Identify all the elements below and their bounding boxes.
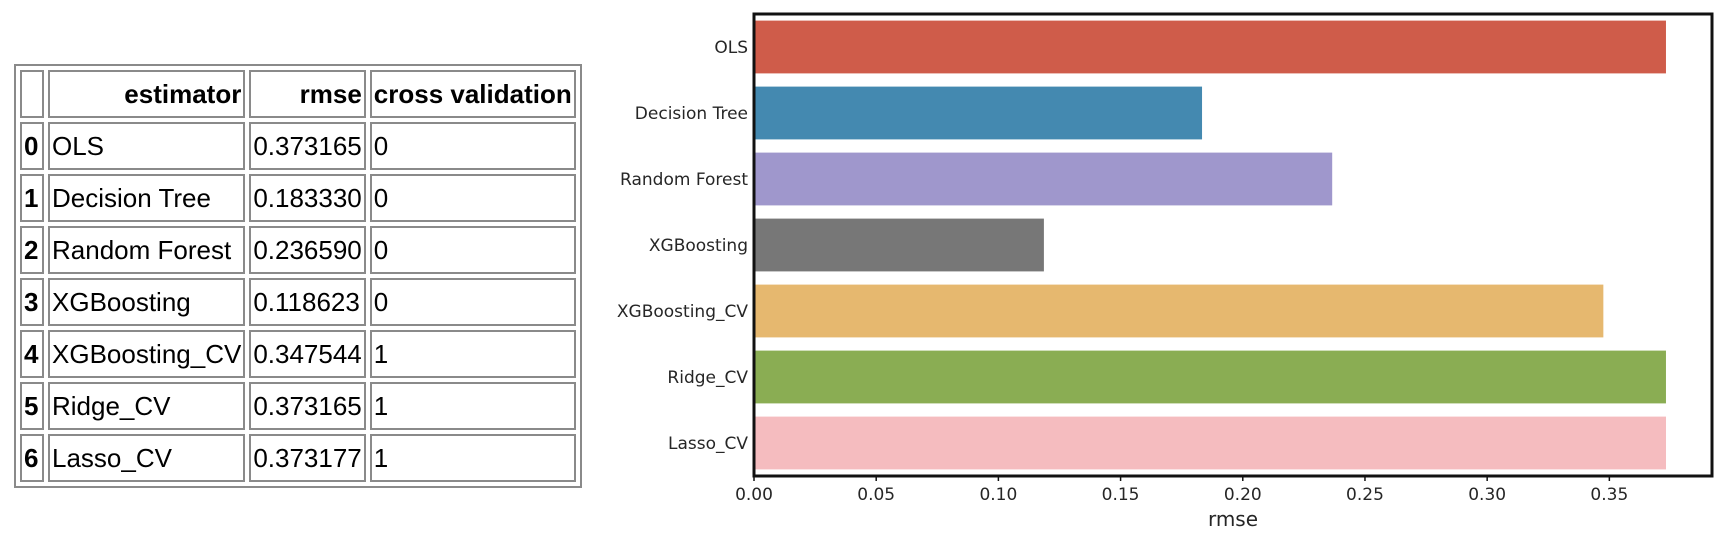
row-index: 0	[20, 122, 44, 170]
table-row: 0 OLS 0.373165 0	[20, 122, 576, 170]
x-tick-label: 0.05	[857, 485, 895, 505]
cell-cross-validation: 0	[369, 278, 576, 326]
x-axis-label: rmse	[1208, 507, 1258, 531]
header-index	[20, 70, 44, 118]
table-header-row: estimator rmse cross validation	[20, 70, 576, 118]
x-tick-label: 0.00	[735, 485, 773, 505]
bar-ridge-cv	[754, 350, 1666, 404]
cell-cross-validation: 1	[369, 434, 576, 482]
cell-rmse: 0.183330	[249, 174, 366, 222]
table-row: 6 Lasso_CV 0.373177 1	[20, 434, 576, 482]
y-tick-labels: OLS Decision Tree Random Forest XGBoosting X…	[617, 38, 748, 454]
cell-cross-validation: 1	[369, 382, 576, 430]
row-index: 6	[20, 434, 44, 482]
cell-estimator: XGBoosting	[48, 278, 246, 326]
cell-estimator: Ridge_CV	[48, 382, 246, 430]
y-tick-label: Lasso_CV	[668, 434, 748, 454]
cell-estimator: OLS	[48, 122, 246, 170]
header-cross-validation: cross validation	[369, 70, 576, 118]
results-table: estimator rmse cross validation 0 OLS 0.…	[14, 64, 582, 488]
plot-frame	[752, 12, 1714, 478]
cell-estimator: XGBoosting_CV	[48, 330, 246, 378]
y-tick-label: XGBoosting	[649, 236, 748, 256]
x-tick-label: 0.25	[1346, 485, 1384, 505]
results-table-container: estimator rmse cross validation 0 OLS 0.…	[14, 64, 582, 488]
table-row: 5 Ridge_CV 0.373165 1	[20, 382, 576, 430]
cell-estimator: Decision Tree	[48, 174, 246, 222]
header-estimator: estimator	[48, 70, 246, 118]
y-tick-label: Random Forest	[620, 170, 748, 190]
x-tick-label: 0.10	[979, 485, 1017, 505]
cell-rmse: 0.236590	[249, 226, 366, 274]
x-tick-label: 0.30	[1468, 485, 1506, 505]
y-tick-label: Decision Tree	[635, 104, 748, 124]
bar-xgboosting	[754, 218, 1044, 272]
bar-ols	[754, 20, 1666, 74]
row-index: 2	[20, 226, 44, 274]
x-ticks: 0.00 0.05 0.10 0.15 0.20 0.25 0.30 0.35	[735, 476, 1628, 505]
row-index: 3	[20, 278, 44, 326]
row-index: 4	[20, 330, 44, 378]
table-row: 3 XGBoosting 0.118623 0	[20, 278, 576, 326]
row-index: 1	[20, 174, 44, 222]
bar-random-forest	[754, 152, 1333, 206]
bar-lasso-cv	[754, 416, 1666, 470]
row-index: 5	[20, 382, 44, 430]
cell-cross-validation: 1	[369, 330, 576, 378]
cell-rmse: 0.373165	[249, 122, 366, 170]
table-row: 1 Decision Tree 0.183330 0	[20, 174, 576, 222]
x-tick-label: 0.15	[1102, 485, 1140, 505]
cell-rmse: 0.373177	[249, 434, 366, 482]
bar-decision-tree	[754, 86, 1203, 140]
bar-xgboosting-cv	[754, 284, 1604, 338]
y-tick-label: XGBoosting_CV	[617, 302, 748, 322]
cell-rmse: 0.347544	[249, 330, 366, 378]
table-row: 2 Random Forest 0.236590 0	[20, 226, 576, 274]
cell-estimator: Random Forest	[48, 226, 246, 274]
y-tick-label: Ridge_CV	[667, 368, 748, 388]
cell-estimator: Lasso_CV	[48, 434, 246, 482]
cell-cross-validation: 0	[369, 122, 576, 170]
bars-group	[754, 20, 1666, 470]
x-tick-label: 0.35	[1590, 485, 1628, 505]
table-row: 4 XGBoosting_CV 0.347544 1	[20, 330, 576, 378]
cell-cross-validation: 0	[369, 174, 576, 222]
cell-rmse: 0.373165	[249, 382, 366, 430]
y-tick-label: OLS	[714, 38, 748, 58]
header-rmse: rmse	[249, 70, 366, 118]
cell-rmse: 0.118623	[249, 278, 366, 326]
x-tick-label: 0.20	[1224, 485, 1262, 505]
cell-cross-validation: 0	[369, 226, 576, 274]
